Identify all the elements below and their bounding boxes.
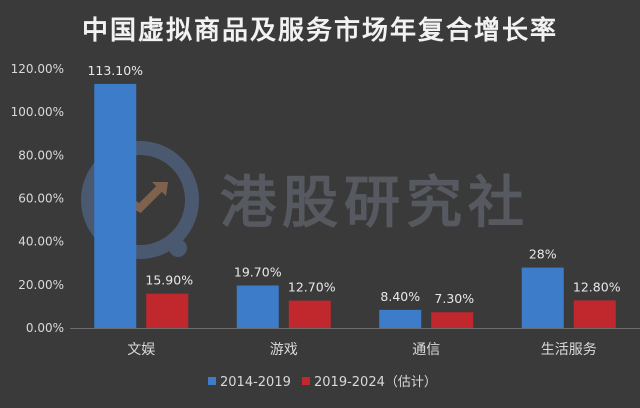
bar-series2-3 <box>573 300 616 328</box>
legend-swatch <box>208 377 216 385</box>
data-label: 8.40% <box>380 289 420 304</box>
bar-series2-2 <box>431 312 474 328</box>
y-axis: 0.00% 20.00% 40.00% 60.00% 80.00% 100.00% 120.… <box>11 62 64 335</box>
category-label: 文娱 <box>127 342 155 358</box>
bar-series1-1 <box>236 285 279 328</box>
legend-label: 2019-2024（估计） <box>314 375 437 390</box>
legend-swatch <box>302 377 310 385</box>
y-tick-label: 80.00% <box>18 148 64 162</box>
data-label: 113.10% <box>87 63 143 78</box>
bar-series1-3 <box>521 267 564 328</box>
bar-series2-0 <box>146 293 189 328</box>
y-tick-label: 40.00% <box>18 235 64 249</box>
category-label: 游戏 <box>270 342 298 358</box>
bars-group: 113.10% 15.90% 19.70% 12.70% 8.40% 7.30% 28% 12… <box>87 63 621 328</box>
bar-series1-0 <box>94 83 137 328</box>
legend: 2014-2019 2019-2024（估计） <box>208 375 437 390</box>
data-label: 15.90% <box>145 273 193 288</box>
y-tick-label: 20.00% <box>18 278 64 292</box>
y-tick-label: 100.00% <box>11 105 64 119</box>
data-label: 19.70% <box>234 264 282 279</box>
y-tick-label: 60.00% <box>18 192 64 206</box>
x-axis: 文娱 游戏 通信 生活服务 <box>70 328 640 358</box>
chart-title: 中国虚拟商品及服务市场年复合增长率 <box>82 15 558 46</box>
category-label: 通信 <box>412 342 440 358</box>
data-label: 7.30% <box>434 291 474 306</box>
bar-series1-2 <box>379 309 422 328</box>
data-label: 12.80% <box>573 279 621 294</box>
watermark-text: 港股研究社 <box>220 171 530 236</box>
data-label: 12.70% <box>288 280 336 295</box>
data-label: 28% <box>529 247 557 262</box>
y-tick-label: 120.00% <box>11 62 64 76</box>
y-tick-label: 0.00% <box>26 321 64 335</box>
category-label: 生活服务 <box>541 342 597 358</box>
bar-series2-1 <box>288 300 331 328</box>
legend-label: 2014-2019 <box>220 375 291 390</box>
watermark: 港股研究社 <box>81 141 530 259</box>
